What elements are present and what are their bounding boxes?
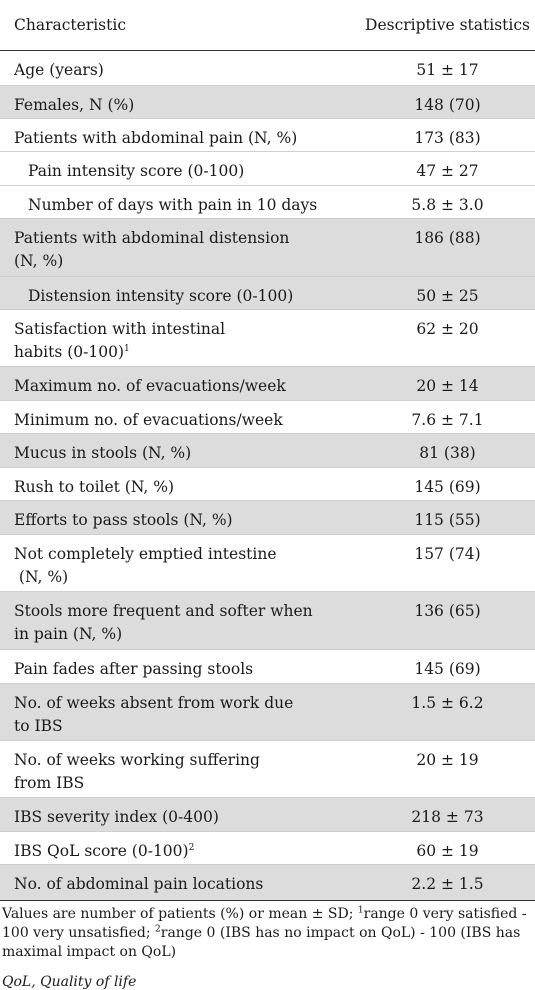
table-row: Satisfaction with intestinal habits (0-1… xyxy=(0,310,535,367)
row-value: 148 (70) xyxy=(414,96,481,114)
footnote-text-3: range 0 (IBS has no impact on QoL) - 100… xyxy=(2,925,521,960)
row-value: 145 (69) xyxy=(414,660,481,678)
row-label: IBS severity index (0-400) xyxy=(14,808,219,826)
row-value: 136 (65) xyxy=(414,602,481,620)
row-value: 50 ± 25 xyxy=(416,287,479,305)
table-row: Age (years) 51 ± 17 xyxy=(0,51,535,86)
table-row: Rush to toilet (N, %) 145 (69) xyxy=(0,468,535,501)
table-row: IBS QoL score (0-100)2 60 ± 19 xyxy=(0,832,535,865)
footnote-marker-2: 2 xyxy=(155,924,161,935)
row-label: Age (years) xyxy=(14,61,104,79)
row-value: 7.6 ± 7.1 xyxy=(411,411,484,429)
row-value: 81 (38) xyxy=(419,444,476,462)
row-value: 173 (83) xyxy=(414,129,481,147)
table-row: Distension intensity score (0-100) 50 ± … xyxy=(0,277,535,310)
row-label: Maximum no. of evacuations/week xyxy=(14,377,286,395)
footnote-marker: 1 xyxy=(124,343,130,354)
table-row: Stools more frequent and softer when in … xyxy=(0,592,535,650)
row-label-line2: in pain (N, %) xyxy=(14,625,123,643)
row-value: 20 ± 14 xyxy=(416,377,479,395)
row-label: Females, N (%) xyxy=(14,96,135,114)
table-row: Pain fades after passing stools 145 (69) xyxy=(0,650,535,684)
row-label: Satisfaction with intestinal habits (0-1… xyxy=(0,310,340,364)
row-value: 2.2 ± 1.5 xyxy=(411,875,484,893)
table-header: Characteristic Descriptive statistics xyxy=(0,0,535,51)
table-row: Mucus in stools (N, %) 81 (38) xyxy=(0,434,535,468)
row-value: 218 ± 73 xyxy=(411,808,484,826)
row-value: 145 (69) xyxy=(414,478,481,496)
row-label: Pain fades after passing stools xyxy=(14,660,254,678)
row-label: Mucus in stools (N, %) xyxy=(14,444,192,462)
table-row: No. of weeks absent from work due to IBS… xyxy=(0,684,535,741)
row-label: Patients with abdominal pain (N, %) xyxy=(14,129,298,147)
footnote-marker: 2 xyxy=(188,842,195,853)
table-row: No. of weeks working suffering from IBS … xyxy=(0,741,535,798)
row-label: Efforts to pass stools (N, %) xyxy=(14,511,233,529)
row-label: Distension intensity score (0-100) xyxy=(28,287,294,305)
row-label: IBS QoL score (0-100)2 xyxy=(0,832,340,863)
row-value: 5.8 ± 3.0 xyxy=(411,196,484,214)
table-row: Pain intensity score (0-100) 47 ± 27 xyxy=(0,152,535,186)
abbreviation-note: QoL, Quality of life xyxy=(2,974,137,990)
row-label-line2: (N, %) xyxy=(14,568,69,586)
row-label-text: IBS QoL score (0-100) xyxy=(14,842,189,860)
table-row: No. of abdominal pain locations 2.2 ± 1.… xyxy=(0,865,535,900)
row-value: 62 ± 20 xyxy=(416,320,479,338)
table-row: Patients with abdominal distension (N, %… xyxy=(0,219,535,277)
row-label-line1: Patients with abdominal distension xyxy=(14,229,290,247)
row-label: Number of days with pain in 10 days xyxy=(28,196,318,214)
table-row: Efforts to pass stools (N, %) 115 (55) xyxy=(0,501,535,535)
row-label: No. of abdominal pain locations xyxy=(14,875,264,893)
table-row: Maximum no. of evacuations/week 20 ± 14 xyxy=(0,367,535,401)
table-footnote: Values are number of patients (%) or mea… xyxy=(0,901,535,962)
row-label-line1: No. of weeks absent from work due xyxy=(14,694,294,712)
row-value: 115 (55) xyxy=(414,511,481,529)
row-label-line1: No. of weeks working suffering xyxy=(14,751,260,769)
row-label: Minimum no. of evacuations/week xyxy=(14,411,283,429)
header-characteristic: Characteristic xyxy=(14,16,127,34)
row-value: 60 ± 19 xyxy=(416,842,479,860)
header-descriptive-statistics: Descriptive statistics xyxy=(365,16,530,34)
row-label-line2: to IBS xyxy=(14,717,63,735)
row-label: Pain intensity score (0-100) xyxy=(28,162,245,180)
footnote-text-2: range 0 very satisfied - 100 very unsati… xyxy=(2,906,527,941)
table-row: Number of days with pain in 10 days 5.8 … xyxy=(0,186,535,219)
row-label: Stools more frequent and softer when in … xyxy=(0,592,340,646)
row-label-line2: habits (0-100) xyxy=(14,343,124,361)
row-label-line1: Stools more frequent and softer when xyxy=(14,602,313,620)
row-value: 186 (88) xyxy=(414,229,481,247)
table-row: IBS severity index (0-400) 218 ± 73 xyxy=(0,798,535,832)
footnote-marker-1: 1 xyxy=(357,905,364,916)
row-label: No. of weeks absent from work due to IBS xyxy=(0,684,340,738)
row-label: Patients with abdominal distension (N, %… xyxy=(0,219,340,273)
row-label: Rush to toilet (N, %) xyxy=(14,478,175,496)
row-value: 51 ± 17 xyxy=(416,61,479,79)
row-value: 47 ± 27 xyxy=(416,162,479,180)
row-value: 20 ± 19 xyxy=(416,751,479,769)
table-row: Patients with abdominal pain (N, %) 173 … xyxy=(0,119,535,152)
row-value: 1.5 ± 6.2 xyxy=(411,694,484,712)
row-label-line2: (N, %) xyxy=(14,252,64,270)
row-label-line1: Satisfaction with intestinal xyxy=(14,320,226,338)
row-value: 157 (74) xyxy=(414,545,481,563)
row-label: No. of weeks working suffering from IBS xyxy=(0,741,340,795)
table-bottom-rule xyxy=(0,900,535,901)
table-row: Not completely emptied intestine (N, %) … xyxy=(0,535,535,592)
table-row: Females, N (%) 148 (70) xyxy=(0,86,535,119)
table-row: Minimum no. of evacuations/week 7.6 ± 7.… xyxy=(0,401,535,434)
row-label-line2: from IBS xyxy=(14,774,85,792)
row-label: Not completely emptied intestine (N, %) xyxy=(0,535,340,589)
footnote-text-1: Values are number of patients (%) or mea… xyxy=(2,906,358,922)
row-label-line1: Not completely emptied intestine xyxy=(14,545,277,563)
